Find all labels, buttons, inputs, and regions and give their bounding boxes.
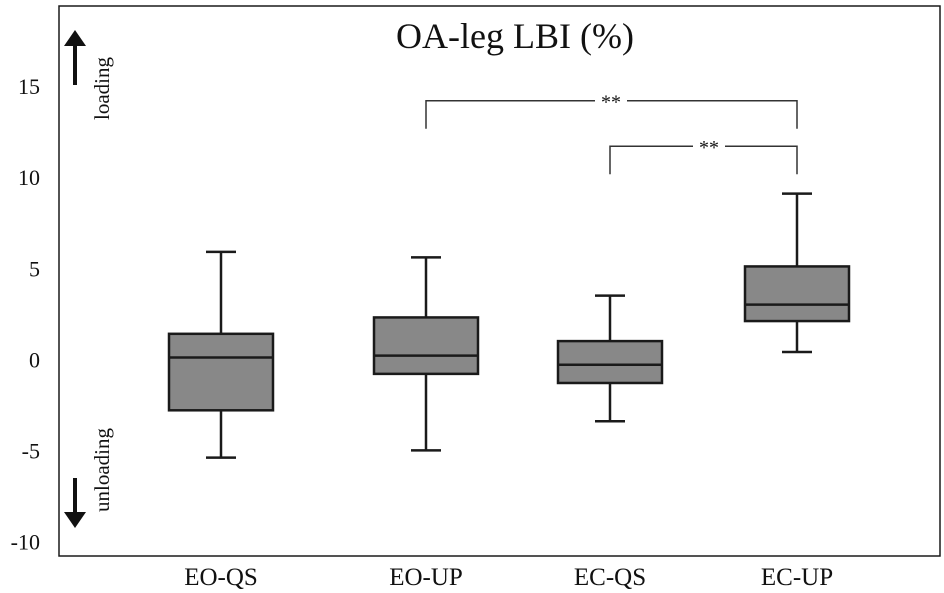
significance-label: **	[699, 137, 719, 159]
x-tick-label: EO-UP	[389, 564, 463, 591]
unloading-annotation: unloading	[64, 428, 114, 528]
y-tick-label: -10	[11, 529, 40, 554]
iqr-box	[372, 316, 480, 376]
bracket-label-bg	[693, 136, 725, 157]
iqr-box	[167, 332, 275, 412]
y-axis-ticks: -10 -5 0 5 10 15	[11, 74, 40, 554]
y-tick-label: -5	[22, 438, 40, 463]
x-tick-label: EO-QS	[184, 564, 258, 591]
up-arrow-head-icon	[64, 30, 86, 46]
box-eo-up	[372, 256, 480, 452]
box-ec-up	[743, 192, 851, 354]
bracket-label-bg	[595, 90, 627, 111]
boxes	[167, 192, 851, 459]
chart-title: OA-leg LBI (%)	[396, 16, 634, 56]
y-tick-label: 10	[18, 165, 40, 190]
plot-frame	[58, 5, 941, 557]
box-ec-qs	[556, 294, 664, 423]
x-axis-labels: EO-QS EO-UP EC-QS EC-UP	[184, 564, 833, 591]
box-eo-qs	[167, 250, 275, 459]
iqr-box	[556, 339, 664, 385]
x-tick-label: EC-UP	[761, 564, 833, 591]
loading-annotation: loading	[64, 30, 114, 120]
significance-label: **	[601, 92, 621, 114]
x-tick-label: EC-QS	[574, 564, 646, 591]
unloading-label: unloading	[90, 428, 114, 512]
loading-label: loading	[90, 57, 114, 120]
y-tick-label: 15	[18, 74, 40, 99]
down-arrow-head-icon	[64, 512, 86, 528]
significance-brackets: ** **	[425, 90, 798, 175]
iqr-box	[743, 265, 851, 323]
y-tick-label: 0	[29, 347, 40, 372]
significance-bracket: **	[609, 136, 798, 175]
significance-bracket: **	[425, 90, 798, 129]
y-tick-label: 5	[29, 256, 40, 281]
